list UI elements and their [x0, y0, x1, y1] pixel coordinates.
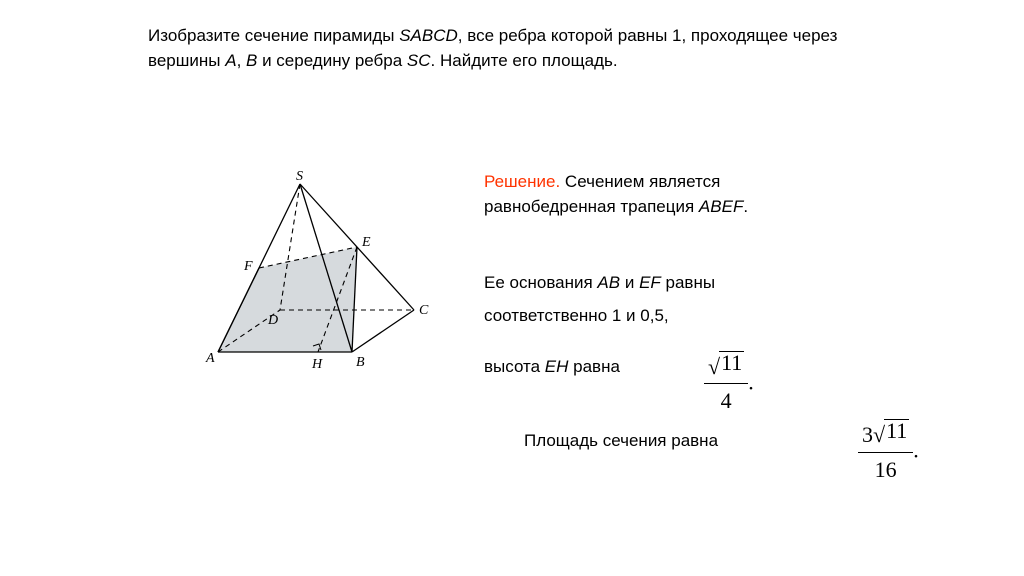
problem-text-1: Изобразите сечение пирамиды: [148, 26, 399, 45]
vertex-a: A: [225, 51, 236, 70]
sol-text-1d: .: [743, 197, 748, 216]
label-s: S: [296, 170, 303, 184]
formula-area: 3√11 16 .: [858, 419, 919, 486]
base-ab: AB: [597, 273, 620, 292]
solution-block: Решение. Сечением является равнобедренна…: [484, 170, 964, 454]
f2-coef: 3: [862, 422, 873, 447]
label-f: F: [243, 259, 253, 274]
height-eh: EH: [545, 357, 569, 376]
label-c: C: [419, 303, 429, 318]
f2-period: .: [913, 438, 919, 463]
solution-line-5: Площадь сечения равна 3√11 16 .: [524, 429, 964, 454]
problem-text-4: и середину ребра: [257, 51, 407, 70]
sol-text-2c: и: [620, 273, 639, 292]
trapezoid-name: ABEF: [699, 197, 743, 216]
solution-line-4: высота EH равна √11 4 .: [484, 355, 964, 380]
label-a: A: [205, 351, 215, 366]
sol-text-2a: Ее основания: [484, 273, 597, 292]
label-d: D: [267, 313, 278, 328]
problem-text-3: вершины: [148, 51, 225, 70]
formula-height: √11 4 .: [704, 351, 754, 418]
sol-text-4c: равна: [568, 357, 620, 376]
base-ef: EF: [639, 273, 661, 292]
solution-line-1: Решение. Сечением является: [484, 170, 964, 195]
label-h: H: [311, 357, 323, 372]
problem-statement: Изобразите сечение пирамиды SABCD, все р…: [148, 24, 888, 73]
edge-sc: SC: [407, 51, 431, 70]
problem-pyramid-name: SABCD: [399, 26, 458, 45]
solution-line-2: Ее основания AB и EF равны: [484, 271, 964, 296]
label-b: B: [356, 355, 365, 370]
pyramid-diagram: S A B C D E F H: [200, 170, 440, 390]
sol-text-2e: равны: [661, 273, 715, 292]
f1-den: 4: [704, 385, 748, 417]
sol-text-1a: Сечением является: [560, 172, 720, 191]
f1-rad: 11: [719, 351, 744, 374]
comma-1: ,: [237, 51, 246, 70]
solution-title: Решение.: [484, 172, 560, 191]
sol-text-5a: Площадь сечения равна: [524, 431, 718, 450]
vertex-b: B: [246, 51, 257, 70]
problem-text-5: . Найдите его площадь.: [431, 51, 618, 70]
f2-den: 16: [858, 454, 913, 486]
solution-line-1b: равнобедренная трапеция ABEF.: [484, 195, 964, 220]
sol-text-4a: высота: [484, 357, 545, 376]
solution-line-3: соответственно 1 и 0,5,: [484, 304, 964, 329]
f2-rad: 11: [884, 419, 909, 442]
f1-period: .: [748, 369, 754, 394]
sol-text-1b: равнобедренная трапеция: [484, 197, 699, 216]
problem-text-2: , все ребра которой равны 1, проходящее …: [458, 26, 838, 45]
sol-text-3a: соответственно 1 и 0,5,: [484, 306, 669, 325]
label-e: E: [361, 235, 371, 250]
